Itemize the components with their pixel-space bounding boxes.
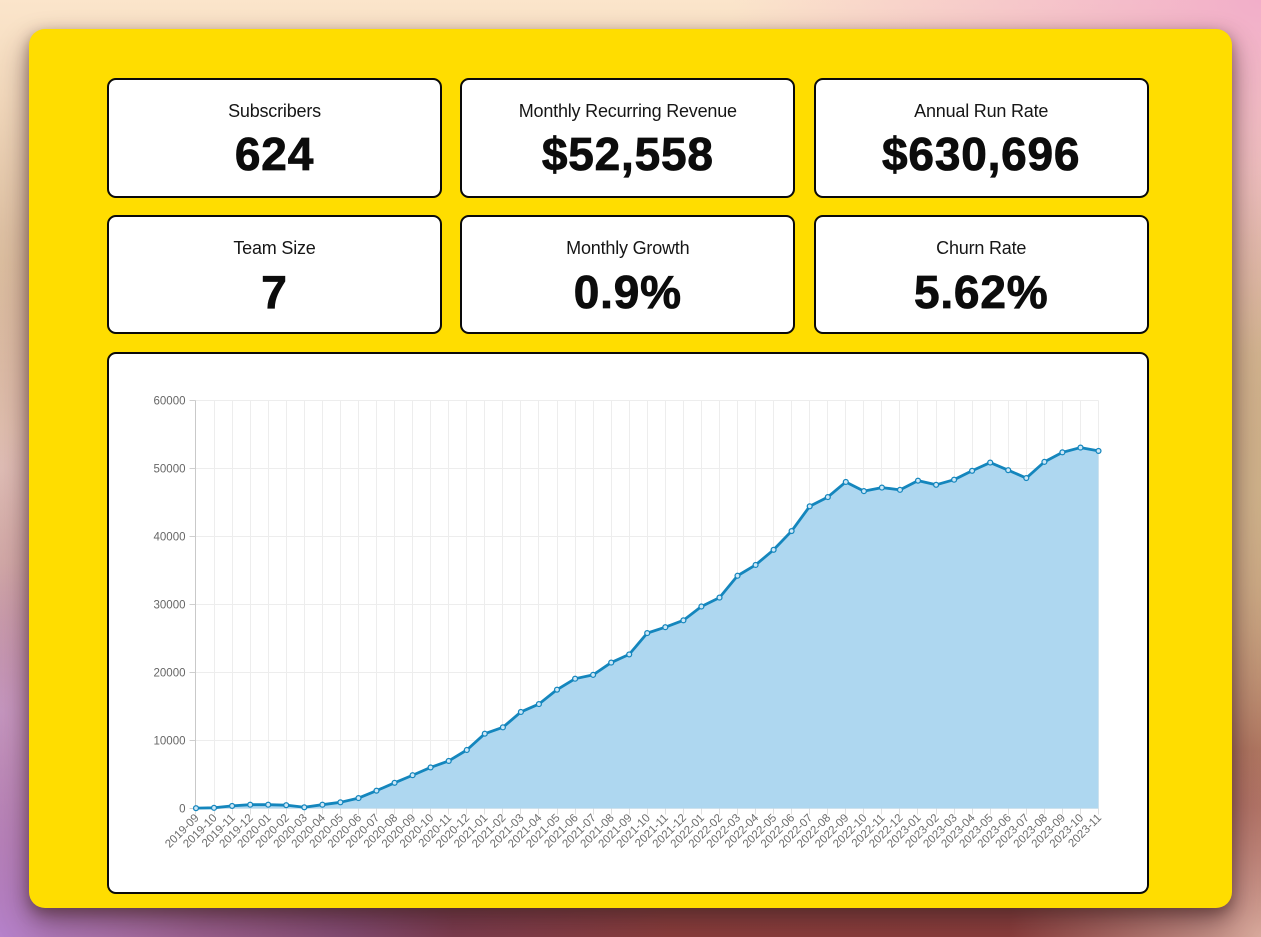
svg-text:30000: 30000 xyxy=(154,600,186,612)
svg-text:10000: 10000 xyxy=(154,736,186,748)
svg-text:50000: 50000 xyxy=(154,464,186,476)
svg-text:20000: 20000 xyxy=(154,668,186,680)
svg-text:0: 0 xyxy=(179,804,185,816)
svg-text:60000: 60000 xyxy=(154,396,186,408)
svg-text:40000: 40000 xyxy=(154,532,186,544)
